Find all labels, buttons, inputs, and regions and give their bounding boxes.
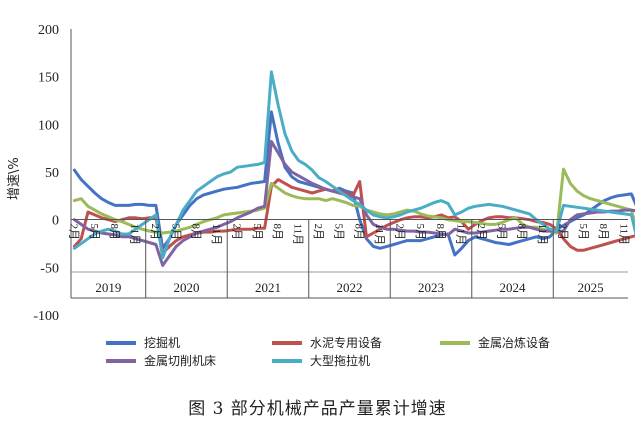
- x-tick-label: 5月: [414, 224, 426, 241]
- y-tick-label: -100: [33, 309, 59, 324]
- x-tick-label: 11月: [292, 224, 304, 246]
- year-label: 2023: [418, 280, 444, 295]
- y-tick-label: 150: [38, 71, 59, 86]
- y-tick-label: 50: [45, 166, 59, 181]
- x-tick-label: 8月: [190, 224, 202, 241]
- x-tick-label: 2月: [149, 224, 161, 241]
- series-lines: [72, 70, 635, 267]
- y-tick-label: -50: [40, 261, 59, 276]
- x-tick-label: 5月: [251, 224, 263, 241]
- series-line: [72, 167, 635, 235]
- x-tick-labels: 2月 5月 8月 11月 2月 5月 8月 11月 2月 5月 8月 11月 2月 5月 8月 11月 2月 5月…: [67, 224, 629, 246]
- x-tick-label: 2月: [67, 224, 79, 241]
- series-line: [72, 140, 635, 267]
- figure-caption: 图 3 部分机械产品产量累计增速: [188, 399, 447, 419]
- axes: [70, 29, 628, 299]
- year-label: 2020: [173, 280, 199, 295]
- year-label: 2019: [95, 280, 121, 295]
- x-tick-label: 2月: [393, 224, 405, 241]
- year-label: 2022: [337, 280, 363, 295]
- y-tick-label: 0: [52, 214, 59, 229]
- series-line: [72, 110, 635, 257]
- x-tick-label: 11月: [210, 224, 222, 246]
- x-tick-label: 2月: [230, 224, 242, 241]
- x-tick-label: 5月: [88, 224, 100, 241]
- x-tick-label: 8月: [516, 224, 528, 241]
- x-tick-label: 8月: [271, 224, 283, 241]
- x-tick-label: 11月: [536, 224, 548, 246]
- year-label: 2021: [255, 280, 281, 295]
- series-line: [72, 70, 635, 260]
- x-tick-label: 8月: [434, 224, 446, 241]
- year-labels: 2019 2020 2021 2022 2023 2024 2025: [95, 280, 603, 295]
- x-tick-label: 11月: [129, 224, 141, 246]
- x-tick-label: 8月: [353, 224, 365, 241]
- x-tick-label: 11月: [455, 224, 467, 246]
- year-label: 2025: [578, 280, 604, 295]
- x-tick-label: 5月: [577, 224, 589, 241]
- x-tick-label: 2月: [312, 224, 324, 241]
- legend-label: 大型拖拉机: [310, 353, 370, 368]
- legend-label: 金属切削机床: [144, 353, 216, 368]
- x-tick-label: 11月: [618, 224, 630, 246]
- legend-label: 挖掘机: [144, 335, 180, 350]
- x-tick-label: 5月: [169, 224, 181, 241]
- x-tick-label: 2月: [475, 224, 487, 241]
- legend-label: 水泥专用设备: [310, 335, 382, 350]
- x-tick-label: 2月: [556, 224, 568, 241]
- y-tick-label: 200: [38, 23, 59, 38]
- x-tick-label: 11月: [373, 224, 385, 246]
- year-label: 2024: [500, 280, 527, 295]
- x-tick-label: 8月: [108, 224, 120, 241]
- y-tick-labels: -100 -50 0 50 100 150 200: [33, 23, 59, 324]
- y-tick-label: 100: [38, 118, 59, 133]
- legend-label: 金属冶炼设备: [478, 335, 550, 350]
- x-tick-label: 5月: [332, 224, 344, 241]
- x-tick-label: 5月: [495, 224, 507, 241]
- x-tick-label: 8月: [597, 224, 609, 241]
- y-axis-label: 增速\%: [7, 157, 22, 200]
